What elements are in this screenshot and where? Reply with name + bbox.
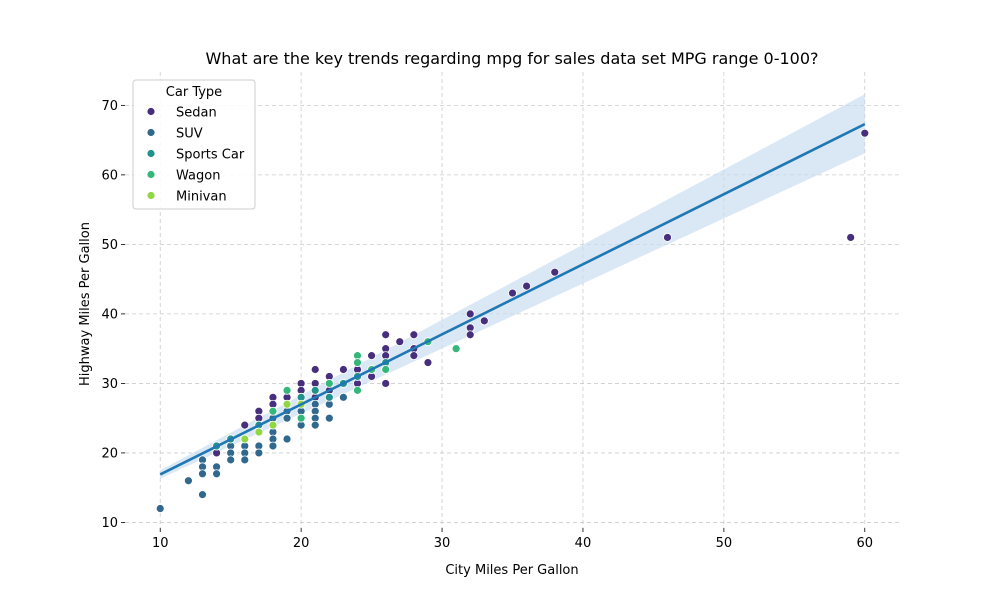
legend-label-sports-car: Sports Car [176, 148, 245, 163]
legend-marker-minivan [146, 191, 156, 200]
point-sedan [550, 267, 560, 277]
x-tick-label: 30 [434, 536, 451, 551]
x-tick-label: 40 [575, 536, 592, 551]
point-sedan [367, 351, 376, 361]
point-wagon [451, 344, 461, 354]
legend-marker-suv [146, 128, 156, 137]
point-sedan [465, 330, 475, 340]
point-sports-car [310, 385, 320, 395]
point-minivan [282, 399, 292, 409]
x-tick-label: 60 [856, 536, 873, 551]
legend-label-suv: SUV [176, 127, 203, 142]
y-tick-label: 70 [101, 99, 118, 114]
point-sedan [310, 365, 320, 374]
confidence-band [160, 94, 865, 479]
point-wagon [324, 379, 334, 388]
point-wagon [296, 413, 306, 423]
chart-title: What are the key trends regarding mpg fo… [205, 49, 818, 68]
point-sedan [846, 233, 856, 242]
point-sedan [409, 330, 419, 340]
point-suv [155, 504, 165, 513]
point-wagon [353, 385, 362, 395]
legend-label-minivan: Minivan [176, 190, 227, 205]
y-tick-label: 40 [101, 307, 118, 322]
point-suv [240, 455, 250, 465]
point-suv [212, 469, 221, 479]
point-sports-car [324, 392, 334, 402]
x-tick-label: 20 [293, 536, 310, 551]
x-axis-ticks: 10 20 30 40 50 60 [152, 528, 873, 551]
point-sedan [395, 337, 405, 347]
point-wagon [353, 358, 362, 367]
y-tick-label: 30 [101, 377, 118, 392]
legend-marker-wagon [146, 170, 156, 179]
point-suv [282, 413, 292, 423]
point-wagon [282, 385, 292, 395]
legend-title: Car Type [166, 85, 222, 100]
y-axis-label: Highway Miles Per Gallon [78, 222, 93, 386]
point-wagon [268, 406, 278, 416]
point-suv [268, 441, 278, 451]
confidence-interval-band [160, 94, 865, 479]
legend-marker-sedan [146, 107, 156, 116]
point-sedan [479, 316, 489, 326]
x-tick-label: 10 [152, 536, 169, 551]
point-sedan [465, 309, 475, 319]
legend: Car Type Sedan SUV Sports Car Wagon Minivan [132, 79, 256, 210]
y-tick-label: 60 [101, 168, 118, 183]
point-sedan [381, 330, 391, 340]
y-tick-label: 50 [101, 238, 118, 253]
point-suv [339, 392, 348, 402]
point-suv [226, 455, 236, 465]
point-minivan [268, 420, 278, 430]
legend-label-sedan: Sedan [176, 106, 217, 121]
point-sedan [240, 420, 250, 430]
point-suv [310, 420, 320, 430]
point-suv [324, 413, 334, 423]
x-axis-label: City Miles Per Gallon [445, 563, 578, 578]
regression-line [159, 122, 866, 476]
point-suv [282, 434, 292, 444]
point-sedan [508, 288, 517, 298]
regression-layer [159, 122, 866, 476]
legend-label-wagon: Wagon [176, 169, 220, 184]
point-suv [184, 476, 193, 486]
y-tick-label: 20 [101, 446, 118, 461]
legend-entries: Sedan SUV Sports Car Wagon Minivan [146, 106, 245, 205]
point-sedan [381, 379, 391, 388]
point-sedan [522, 281, 531, 291]
point-minivan [254, 427, 264, 437]
point-sedan [409, 351, 419, 361]
y-tick-label: 10 [101, 516, 118, 531]
point-sedan [339, 365, 348, 374]
point-suv [198, 469, 207, 479]
legend-marker-sports-car [146, 149, 156, 158]
point-suv [198, 490, 207, 500]
y-axis-ticks: 10 20 30 40 50 60 70 [101, 99, 125, 531]
legend-box [132, 79, 256, 210]
point-suv [254, 448, 264, 458]
point-sedan [860, 128, 870, 138]
point-sedan [663, 233, 672, 242]
point-sedan [423, 358, 433, 367]
point-wagon [381, 365, 391, 374]
x-tick-label: 50 [716, 536, 733, 551]
point-minivan [240, 434, 250, 444]
